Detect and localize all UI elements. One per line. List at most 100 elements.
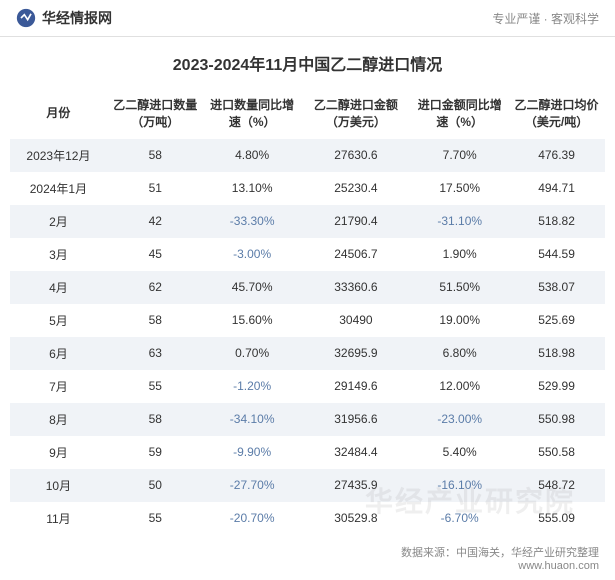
import-table: 月份 乙二醇进口数量（万吨） 进口数量同比增速（%） 乙二醇进口金额（万美元） …: [10, 89, 605, 535]
table-cell: 25230.4: [301, 172, 412, 205]
table-cell: -3.00%: [204, 238, 301, 271]
table-cell: 15.60%: [204, 304, 301, 337]
table-cell: 529.99: [508, 370, 605, 403]
table-cell: 59: [107, 436, 204, 469]
table-cell: 5.40%: [411, 436, 508, 469]
table-cell: -27.70%: [204, 469, 301, 502]
source-line: 数据来源：中国海关，华经产业研究整理: [401, 544, 599, 560]
table-cell: 29149.6: [301, 370, 412, 403]
table-cell: 6月: [10, 337, 107, 370]
table-row: 4月6245.70%33360.651.50%538.07: [10, 271, 605, 304]
col-header-amount: 乙二醇进口金额（万美元）: [301, 89, 412, 139]
table-cell: 63: [107, 337, 204, 370]
table-cell: 42: [107, 205, 204, 238]
table-cell: 5月: [10, 304, 107, 337]
table-cell: 21790.4: [301, 205, 412, 238]
table-cell: 33360.6: [301, 271, 412, 304]
table-cell: 550.98: [508, 403, 605, 436]
table-cell: -34.10%: [204, 403, 301, 436]
table-cell: 31956.6: [301, 403, 412, 436]
table-cell: 19.00%: [411, 304, 508, 337]
table-cell: 24506.7: [301, 238, 412, 271]
source-text: 中国海关，华经产业研究整理: [456, 547, 599, 559]
table-cell: 55: [107, 370, 204, 403]
table-cell: 51.50%: [411, 271, 508, 304]
table-cell: -1.20%: [204, 370, 301, 403]
table-body: 2023年12月584.80%27630.67.70%476.392024年1月…: [10, 139, 605, 535]
table-cell: 50: [107, 469, 204, 502]
table-cell: 17.50%: [411, 172, 508, 205]
table-row: 8月58-34.10%31956.6-23.00%550.98: [10, 403, 605, 436]
col-header-qty-growth: 进口数量同比增速（%）: [204, 89, 301, 139]
table-cell: 8月: [10, 403, 107, 436]
logo-icon: [16, 8, 36, 28]
table-cell: 10月: [10, 469, 107, 502]
table-cell: 476.39: [508, 139, 605, 172]
header: 华经情报网 专业严谨 · 客观科学: [0, 0, 615, 37]
table-cell: -31.10%: [411, 205, 508, 238]
table-cell: 2023年12月: [10, 139, 107, 172]
table-cell: 555.09: [508, 502, 605, 535]
table-row: 2月42-33.30%21790.4-31.10%518.82: [10, 205, 605, 238]
table-cell: 27435.9: [301, 469, 412, 502]
table-row: 11月55-20.70%30529.8-6.70%555.09: [10, 502, 605, 535]
page-title: 2023-2024年11月中国乙二醇进口情况: [0, 37, 615, 89]
col-header-month: 月份: [10, 89, 107, 139]
table-cell: 525.69: [508, 304, 605, 337]
source-label: 数据来源：: [401, 547, 456, 559]
table-cell: 12.00%: [411, 370, 508, 403]
table-cell: 4.80%: [204, 139, 301, 172]
table-cell: 45: [107, 238, 204, 271]
table-row: 2024年1月5113.10%25230.417.50%494.71: [10, 172, 605, 205]
table-cell: -20.70%: [204, 502, 301, 535]
table-cell: 30529.8: [301, 502, 412, 535]
table-cell: 2024年1月: [10, 172, 107, 205]
table-row: 9月59-9.90%32484.45.40%550.58: [10, 436, 605, 469]
table-cell: 51: [107, 172, 204, 205]
table-cell: -9.90%: [204, 436, 301, 469]
table-cell: 62: [107, 271, 204, 304]
table-cell: 55: [107, 502, 204, 535]
table-cell: 9月: [10, 436, 107, 469]
table-cell: -6.70%: [411, 502, 508, 535]
table-cell: 30490: [301, 304, 412, 337]
col-header-amount-growth: 进口金额同比增速（%）: [411, 89, 508, 139]
table-cell: 548.72: [508, 469, 605, 502]
table-cell: 58: [107, 403, 204, 436]
logo-text: 华经情报网: [42, 8, 112, 28]
table-cell: 550.58: [508, 436, 605, 469]
table-cell: 4月: [10, 271, 107, 304]
table-cell: 45.70%: [204, 271, 301, 304]
table-cell: 544.59: [508, 238, 605, 271]
table-row: 10月50-27.70%27435.9-16.10%548.72: [10, 469, 605, 502]
table-cell: 538.07: [508, 271, 605, 304]
tagline: 专业严谨 · 客观科学: [492, 10, 599, 27]
table-cell: 7月: [10, 370, 107, 403]
table-row: 6月630.70%32695.96.80%518.98: [10, 337, 605, 370]
table-row: 7月55-1.20%29149.612.00%529.99: [10, 370, 605, 403]
table-cell: 3月: [10, 238, 107, 271]
table-cell: -33.30%: [204, 205, 301, 238]
col-header-qty: 乙二醇进口数量（万吨）: [107, 89, 204, 139]
table-cell: 32484.4: [301, 436, 412, 469]
table-cell: 0.70%: [204, 337, 301, 370]
footer: 数据来源：中国海关，华经产业研究整理 www.huaon.com: [401, 544, 599, 572]
table-row: 2023年12月584.80%27630.67.70%476.39: [10, 139, 605, 172]
table-cell: 11月: [10, 502, 107, 535]
table-cell: -23.00%: [411, 403, 508, 436]
table-cell: 518.82: [508, 205, 605, 238]
table-cell: 2月: [10, 205, 107, 238]
table-header: 月份 乙二醇进口数量（万吨） 进口数量同比增速（%） 乙二醇进口金额（万美元） …: [10, 89, 605, 139]
table-cell: 7.70%: [411, 139, 508, 172]
table-cell: 494.71: [508, 172, 605, 205]
url-line: www.huaon.com: [401, 560, 599, 572]
table-row: 5月5815.60%3049019.00%525.69: [10, 304, 605, 337]
logo-section: 华经情报网: [16, 8, 112, 28]
table-cell: 6.80%: [411, 337, 508, 370]
table-cell: 13.10%: [204, 172, 301, 205]
table-cell: 58: [107, 304, 204, 337]
col-header-price: 乙二醇进口均价（美元/吨）: [508, 89, 605, 139]
table-cell: 32695.9: [301, 337, 412, 370]
table-cell: 1.90%: [411, 238, 508, 271]
table-cell: 27630.6: [301, 139, 412, 172]
